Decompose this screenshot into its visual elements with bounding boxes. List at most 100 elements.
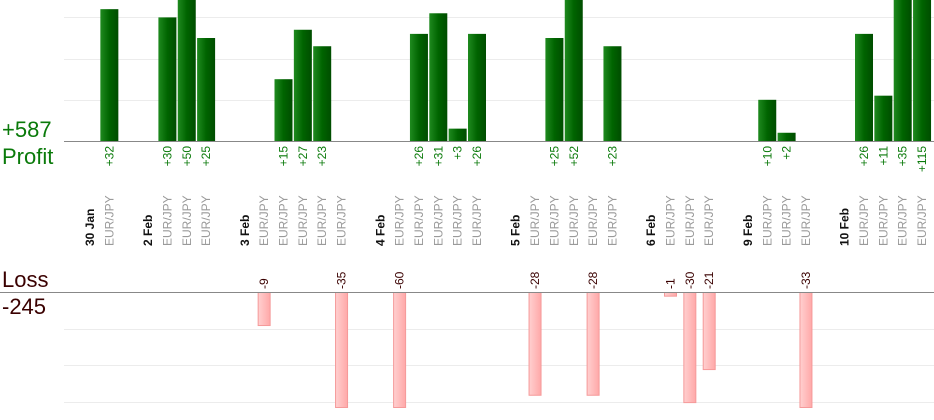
loss-bar (586, 292, 600, 396)
profit-bar (293, 29, 312, 141)
loss-bar (257, 292, 271, 327)
date-label: 4 Feb (373, 215, 387, 246)
loss-value-label: -9 (257, 278, 271, 289)
loss-value-label: -28 (586, 271, 600, 289)
profit-total: +587 (2, 117, 52, 142)
loss-bar (393, 292, 407, 408)
pair-label: EUR/JPY (528, 195, 542, 246)
loss-bar (664, 292, 677, 297)
profit-bar (777, 132, 796, 141)
profit-bar (603, 46, 622, 141)
profit-value-label: +3 (451, 146, 465, 160)
profit-bar (468, 33, 486, 141)
pair-label: EUR/JPY (412, 195, 426, 246)
pair-label: EUR/JPY (296, 195, 310, 246)
loss-bar (799, 292, 813, 408)
pair-label: EUR/JPY (451, 195, 465, 246)
profit-value-label: +11 (876, 146, 890, 166)
profit-bar (177, 0, 196, 141)
pair-label: EUR/JPY (393, 195, 407, 246)
loss-label: Loss (2, 267, 48, 292)
loss-value-label: -28 (528, 271, 542, 289)
profit-value-label: +52 (567, 146, 581, 167)
profit-bar (758, 99, 777, 141)
profit-value-label: +26 (857, 146, 871, 167)
profit-value-label: +10 (760, 146, 774, 167)
loss-value-label: -33 (799, 271, 813, 289)
pair-label: EUR/JPY (664, 195, 678, 246)
profit-value-label: +25 (199, 146, 213, 167)
profit-value-label: +23 (605, 146, 619, 167)
profit-value-label: +26 (470, 146, 484, 167)
pair-label: EUR/JPY (335, 195, 349, 246)
loss-value-label: -35 (335, 271, 349, 289)
profit-bar (197, 38, 216, 141)
pair-label: EUR/JPY (915, 195, 929, 246)
pair-label: EUR/JPY (857, 195, 871, 246)
profit-bar (874, 95, 893, 141)
pair-label: EUR/JPY (567, 195, 581, 246)
profit-bar (448, 128, 467, 141)
pair-label: EUR/JPY (586, 195, 600, 246)
pair-label: EUR/JPY (780, 195, 794, 246)
date-label: 10 Feb (838, 208, 852, 246)
profit-value-label: +26 (412, 146, 426, 167)
pair-label: EUR/JPY (702, 195, 716, 246)
pair-label: EUR/JPY (547, 195, 561, 246)
profit-value-label: +31 (431, 146, 445, 167)
profit-value-label: +30 (160, 146, 174, 167)
profit-value-label: +32 (102, 146, 116, 167)
pair-label: EUR/JPY (799, 195, 813, 246)
pair-label: EUR/JPY (199, 195, 213, 246)
profit-bar (855, 33, 873, 141)
profit-label: Profit (2, 144, 53, 169)
date-label: 30 Jan (83, 209, 97, 246)
pair-label: EUR/JPY (257, 195, 271, 246)
labels: 30 Jan EUR/JPY +32 2 Feb EUR/JPY +30 EUR/JPY +5… (83, 146, 929, 289)
profit-bar (274, 79, 293, 141)
pair-label: EUR/JPY (876, 195, 890, 246)
profit-bar (429, 13, 448, 142)
date-label: 9 Feb (741, 215, 755, 246)
profit-value-label: +25 (547, 146, 561, 167)
pair-label: EUR/JPY (102, 195, 116, 246)
pair-label: EUR/JPY (160, 195, 174, 246)
profit-value-label: +27 (296, 146, 310, 167)
pair-label: EUR/JPY (605, 195, 619, 246)
date-label: 2 Feb (141, 215, 155, 246)
loss-bar (528, 292, 542, 396)
profit-bar (100, 9, 119, 141)
pair-label: EUR/JPY (315, 195, 329, 246)
profit-value-label: +35 (896, 146, 910, 167)
profit-bar (545, 38, 564, 141)
profit-value-label: +115 (915, 146, 929, 172)
profit-bar (313, 46, 332, 141)
loss-bar (702, 292, 716, 371)
profit-bar (409, 33, 428, 141)
date-label: 3 Feb (238, 215, 252, 246)
profit-value-label: +2 (780, 146, 794, 160)
loss-value-label: -1 (664, 278, 678, 289)
pair-label: EUR/JPY (277, 195, 291, 246)
loss-value-label: -21 (702, 271, 716, 289)
pair-label: EUR/JPY (180, 195, 194, 246)
loss-total: -245 (2, 294, 46, 319)
date-label: 5 Feb (509, 215, 523, 246)
profit-value-label: +23 (315, 146, 329, 167)
pair-label: EUR/JPY (431, 195, 445, 246)
profit-bar (893, 0, 912, 141)
pair-label: EUR/JPY (760, 195, 774, 246)
profit-value-label: +15 (277, 146, 291, 167)
loss-value-label: -60 (393, 271, 407, 289)
pair-label: EUR/JPY (683, 195, 697, 246)
bars (100, 0, 932, 408)
loss-bar (683, 292, 697, 404)
date-label: 6 Feb (644, 215, 658, 246)
profit-value-label: +50 (180, 146, 194, 167)
profit-bar (913, 0, 932, 141)
pair-label: EUR/JPY (470, 195, 484, 246)
profit-bar (158, 17, 177, 141)
profit-bar (564, 0, 583, 141)
loss-bar (335, 292, 349, 408)
